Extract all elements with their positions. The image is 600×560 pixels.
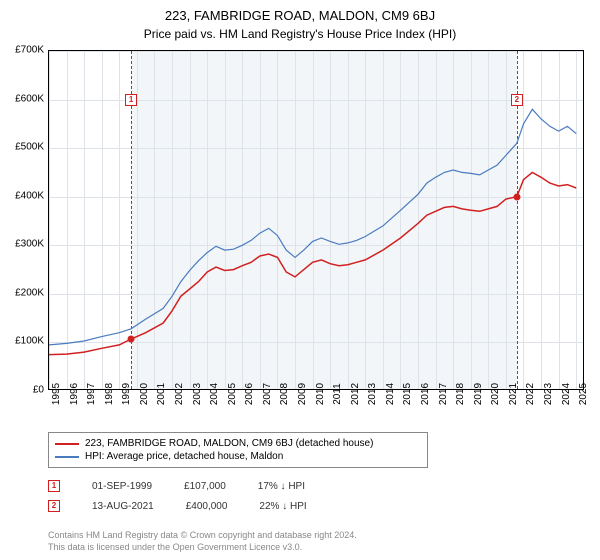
plot-area: 12 bbox=[48, 50, 584, 390]
ytick-label: £100K bbox=[15, 336, 44, 347]
footer-line-1: Contains HM Land Registry data © Crown c… bbox=[48, 530, 357, 542]
xtick-label: 2008 bbox=[279, 383, 290, 405]
xtick-label: 2017 bbox=[438, 383, 449, 405]
chart-title: 223, FAMBRIDGE ROAD, MALDON, CM9 6BJ bbox=[0, 0, 600, 23]
transaction-price: £107,000 bbox=[184, 481, 226, 492]
ytick-label: £200K bbox=[15, 287, 44, 298]
xtick-label: 2018 bbox=[455, 383, 466, 405]
xtick-label: 2016 bbox=[420, 383, 431, 405]
legend-item: 223, FAMBRIDGE ROAD, MALDON, CM9 6BJ (de… bbox=[55, 437, 421, 450]
xtick-label: 2003 bbox=[192, 383, 203, 405]
transaction-pct: 17% ↓ HPI bbox=[258, 481, 305, 492]
footer: Contains HM Land Registry data © Crown c… bbox=[48, 530, 357, 553]
series-line bbox=[49, 172, 576, 354]
ytick-label: £700K bbox=[15, 45, 44, 56]
xtick-label: 1995 bbox=[51, 383, 62, 405]
xtick-label: 2012 bbox=[350, 383, 361, 405]
xtick-label: 2011 bbox=[332, 383, 343, 405]
xtick-label: 2013 bbox=[367, 383, 378, 405]
legend-label: HPI: Average price, detached house, Mald… bbox=[85, 451, 283, 462]
chart-subtitle: Price paid vs. HM Land Registry's House … bbox=[0, 23, 600, 47]
xtick-label: 2024 bbox=[561, 383, 572, 405]
xtick-label: 1997 bbox=[86, 383, 97, 405]
xtick-label: 2025 bbox=[578, 383, 589, 405]
chart-container: 223, FAMBRIDGE ROAD, MALDON, CM9 6BJ Pri… bbox=[0, 0, 600, 560]
xtick-label: 2007 bbox=[262, 383, 273, 405]
transaction-row: 1 01-SEP-1999 £107,000 17% ↓ HPI bbox=[48, 480, 305, 492]
xtick-label: 2014 bbox=[385, 383, 396, 405]
series-line bbox=[49, 109, 576, 345]
xtick-label: 2023 bbox=[543, 383, 554, 405]
xtick-label: 1996 bbox=[69, 383, 80, 405]
transaction-price: £400,000 bbox=[186, 501, 228, 512]
xtick-label: 2019 bbox=[473, 383, 484, 405]
legend-swatch bbox=[55, 456, 79, 458]
ytick-label: £0 bbox=[33, 385, 44, 396]
xtick-label: 2010 bbox=[315, 383, 326, 405]
transaction-row-marker: 2 bbox=[48, 500, 60, 512]
transaction-dot bbox=[513, 193, 520, 200]
xtick-label: 2002 bbox=[174, 383, 185, 405]
ytick-label: £600K bbox=[15, 93, 44, 104]
transaction-date: 01-SEP-1999 bbox=[92, 481, 152, 492]
legend-label: 223, FAMBRIDGE ROAD, MALDON, CM9 6BJ (de… bbox=[85, 438, 373, 449]
ytick-label: £400K bbox=[15, 190, 44, 201]
transaction-pct: 22% ↓ HPI bbox=[259, 501, 306, 512]
xtick-label: 2015 bbox=[402, 383, 413, 405]
transaction-date: 13-AUG-2021 bbox=[92, 501, 154, 512]
xtick-label: 2009 bbox=[297, 383, 308, 405]
transaction-row-marker: 1 bbox=[48, 480, 60, 492]
transaction-row: 2 13-AUG-2021 £400,000 22% ↓ HPI bbox=[48, 500, 307, 512]
xtick-label: 1998 bbox=[104, 383, 115, 405]
footer-line-2: This data is licensed under the Open Gov… bbox=[48, 542, 357, 554]
legend: 223, FAMBRIDGE ROAD, MALDON, CM9 6BJ (de… bbox=[48, 432, 428, 468]
ytick-label: £500K bbox=[15, 142, 44, 153]
xtick-label: 1999 bbox=[121, 383, 132, 405]
xtick-label: 2005 bbox=[227, 383, 238, 405]
xtick-label: 2021 bbox=[508, 383, 519, 405]
legend-item: HPI: Average price, detached house, Mald… bbox=[55, 450, 421, 463]
ytick-label: £300K bbox=[15, 239, 44, 250]
xtick-label: 2022 bbox=[525, 383, 536, 405]
xtick-label: 2000 bbox=[139, 383, 150, 405]
xtick-label: 2004 bbox=[209, 383, 220, 405]
xtick-label: 2006 bbox=[244, 383, 255, 405]
transaction-dot bbox=[128, 336, 135, 343]
xtick-label: 2001 bbox=[156, 383, 167, 405]
xtick-label: 2020 bbox=[490, 383, 501, 405]
legend-swatch bbox=[55, 443, 79, 445]
